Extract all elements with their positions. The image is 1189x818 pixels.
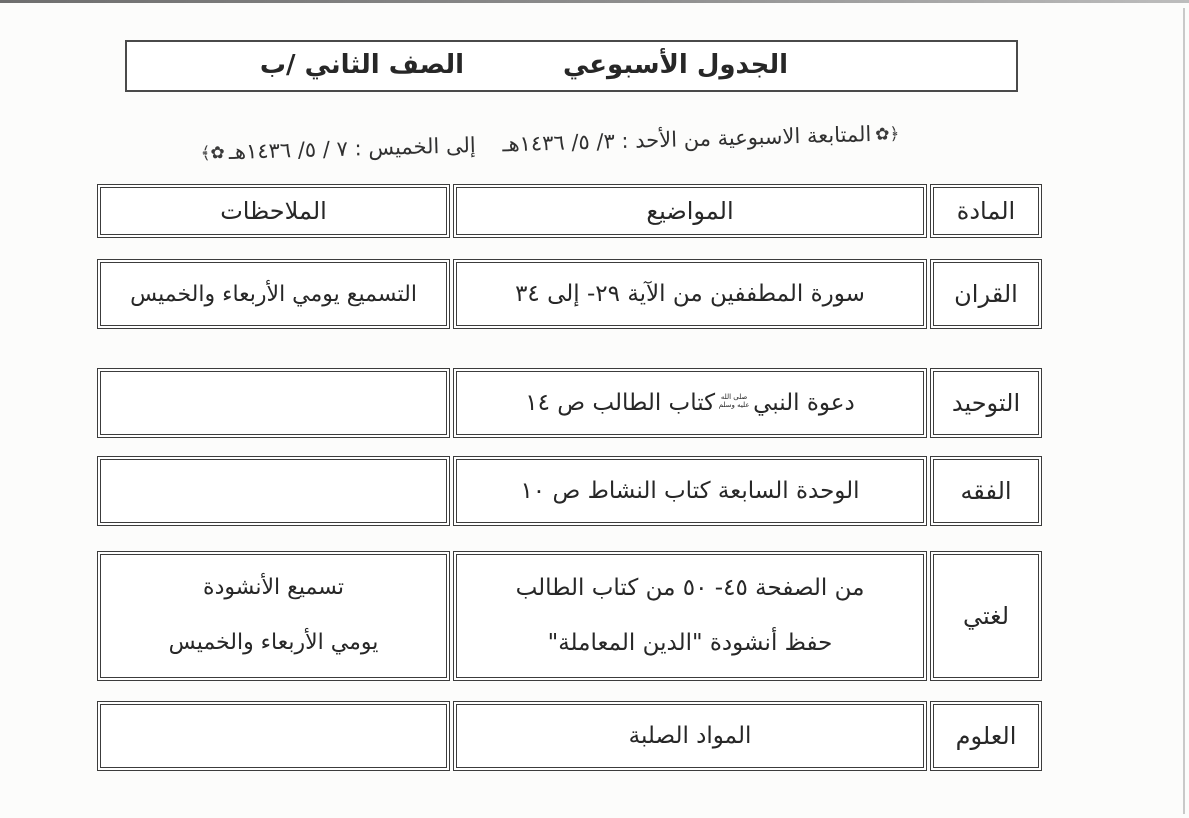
notes-cell	[97, 456, 450, 526]
topics-cell: سورة المطففين من الآية ٢٩- إلى ٣٤	[453, 259, 927, 329]
notes-line-1: تسميع الأنشودة	[203, 575, 344, 601]
header-cell-topics: المواضيع	[453, 184, 927, 238]
scan-top-edge-artifact	[0, 0, 1189, 3]
header-cell-notes: الملاحظات	[97, 184, 450, 238]
schedule-row-quran: القران سورة المطففين من الآية ٢٩- إلى ٣٤…	[97, 259, 1042, 329]
ornament-bracket-left: ✿﴾	[200, 142, 226, 164]
subject-cell: القران	[930, 259, 1042, 329]
schedule-row-lughati: لغتي من الصفحة ٤٥- ٥٠ من كتاب الطالب حفظ…	[97, 551, 1042, 681]
title-box: الجدول الأسبوعي الصف الثاني /ب	[125, 40, 1018, 92]
topics-text-after: كتاب الطالب ص ١٤	[525, 390, 716, 416]
schedule-row-fiqh: الفقه الوحدة السابعة كتاب النشاط ص ١٠	[97, 456, 1042, 526]
schedule-row-tawheed: التوحيد دعوة النبي صلى الله عليه وسلم كت…	[97, 368, 1042, 438]
notes-cell: التسميع يومي الأربعاء والخميس	[97, 259, 450, 329]
notes-cell	[97, 368, 450, 438]
topics-cell: من الصفحة ٤٥- ٥٠ من كتاب الطالب حفظ أنشو…	[453, 551, 927, 681]
topics-text-before: دعوة النبي	[753, 390, 855, 416]
subject-cell: الفقه	[930, 456, 1042, 526]
subject-cell: العلوم	[930, 701, 1042, 771]
topics-line-1: من الصفحة ٤٥- ٥٠ من كتاب الطالب	[515, 574, 865, 601]
notes-cell: تسميع الأنشودة يومي الأربعاء والخميس	[97, 551, 450, 681]
week-range-line: ﴿✿ المتابعة الاسبوعية من الأحد : ٣/ ٥/ ١…	[150, 109, 951, 177]
subject-cell: التوحيد	[930, 368, 1042, 438]
topics-line-2: حفظ أنشودة "الدين المعاملة"	[547, 629, 833, 656]
page-title: الجدول الأسبوعي	[562, 49, 788, 80]
topics-cell: المواد الصلبة	[453, 701, 927, 771]
week-range-text: المتابعة الاسبوعية من الأحد : ٣/ ٥/ ١٤٣٦…	[228, 122, 872, 164]
pbuh-honorific-ligature: صلى الله عليه وسلم	[718, 393, 750, 409]
schedule-row-science: العلوم المواد الصلبة	[97, 701, 1042, 771]
scan-right-edge-artifact	[1183, 8, 1185, 814]
notes-line-2: يومي الأربعاء والخميس	[168, 630, 379, 656]
notes-cell	[97, 701, 450, 771]
ornament-bracket-right: ﴿✿	[874, 123, 900, 145]
table-header-row: المادة المواضيع الملاحظات	[97, 184, 1042, 238]
topics-cell: دعوة النبي صلى الله عليه وسلم كتاب الطال…	[453, 368, 927, 438]
class-label: الصف الثاني /ب	[259, 49, 464, 80]
header-cell-subject: المادة	[930, 184, 1042, 238]
subject-cell: لغتي	[930, 551, 1042, 681]
topics-cell: الوحدة السابعة كتاب النشاط ص ١٠	[453, 456, 927, 526]
